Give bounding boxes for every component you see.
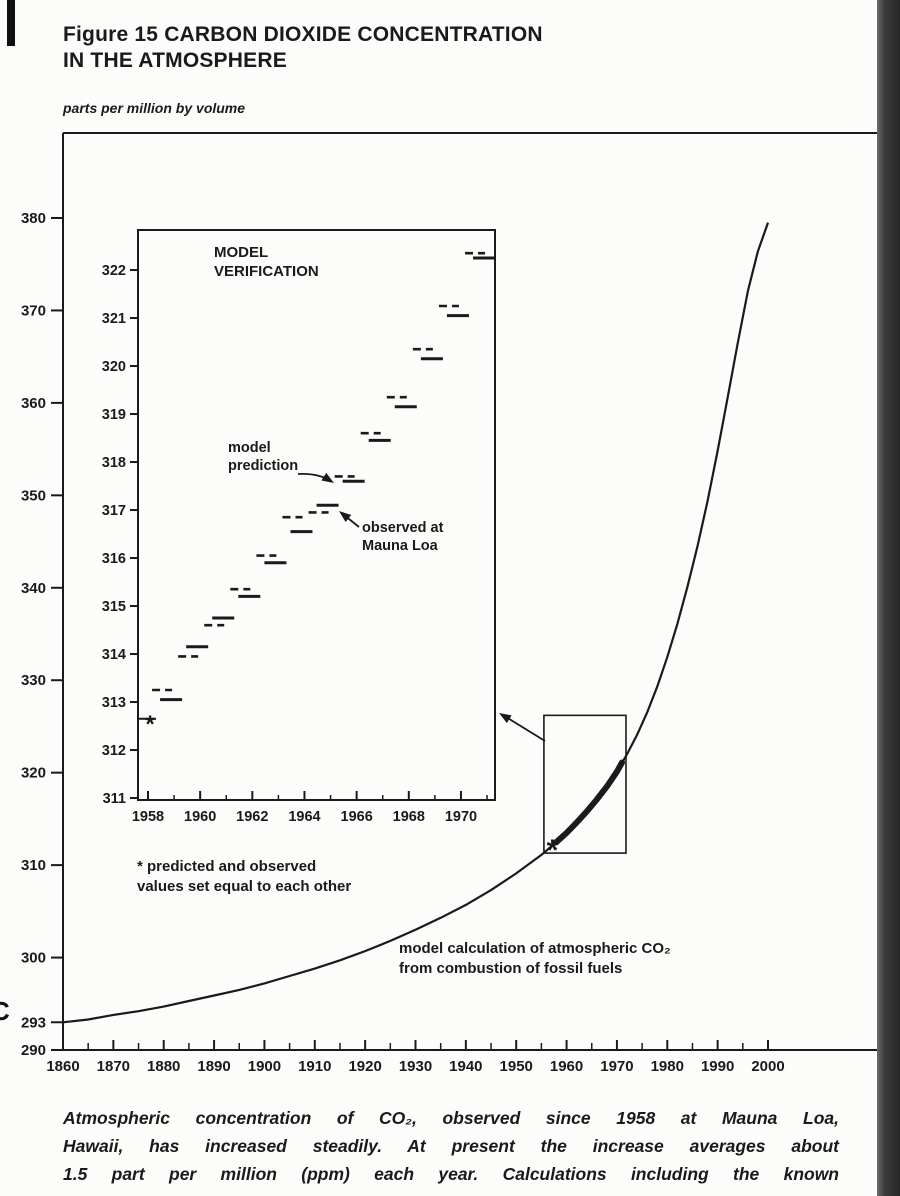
main-y-tick-label: 320 [21,765,46,782]
zoom-arrow-head [499,713,512,724]
inset-x-tick-label: 1962 [236,809,268,825]
main-y-tick-label: 293 [21,1014,46,1031]
inset-x-tick-label: 1964 [288,809,320,825]
main-x-tick-label: 1930 [399,1058,432,1075]
main-y-tick-label: 380 [21,210,46,227]
zoom-arrow-line [505,716,546,742]
main-y-tick-label: 350 [21,487,46,504]
main-y-tick-label: 300 [21,950,46,967]
main-y-tick-label: 310 [21,857,46,874]
main-x-tick-label: 1920 [348,1058,381,1075]
inset-footnote-line: * predicted and observed [137,858,316,875]
model-prediction-arrow-head [321,472,334,483]
inset-y-tick-label: 312 [102,743,126,759]
main-x-tick-label: 1880 [147,1058,180,1075]
main-equal-asterisk: * [547,834,559,867]
inset-frame [137,229,496,801]
inset-y-tick-label: 311 [103,791,126,807]
inset-footnote-line: values set equal to each other [137,878,351,895]
main-x-tick-label: 1940 [449,1058,482,1075]
model-prediction-label-line: model [228,440,271,456]
main-y-tick-label: 290 [21,1042,46,1059]
inset-title-line: MODEL [214,244,268,261]
inset-x-tick-label: 1966 [341,809,373,825]
main-x-tick-label: 1900 [248,1058,281,1075]
units-label: parts per million by volume [63,100,246,116]
inset-y-tick-label: 321 [102,311,126,327]
main-x-tick-label: 1990 [701,1058,734,1075]
inset-y-tick-label: 318 [102,455,126,471]
inset-x-tick-label: 1970 [445,809,477,825]
inset-x-tick-label: 1958 [132,809,164,825]
observed-label-line: observed at [362,520,444,536]
figure-title-line1: Figure 15 CARBON DIOXIDE CONCENTRATION [63,23,543,46]
inset-x-tick-label: 1968 [393,809,425,825]
inset-y-tick-label: 316 [102,551,126,567]
observed-label-line: Mauna Loa [362,538,439,554]
figure-title: Figure 15 CARBON DIOXIDE CONCENTRATION IN… [63,22,543,74]
main-x-tick-label: 1870 [97,1058,130,1075]
scan-artifact-character: C [0,996,10,1026]
inset-y-tick-label: 322 [102,263,126,279]
caption-line: Hawaii, has increased steadily. At prese… [63,1136,839,1156]
model-prediction-label-line: prediction [228,458,298,474]
main-x-tick-label: 1950 [500,1058,533,1075]
observed-thick-segment [553,759,625,845]
observed-arrow-head [339,511,352,522]
scan-artifact-mark [7,0,15,46]
inset-x-tick-label: 1960 [184,809,216,825]
main-x-tick-label: 1970 [600,1058,633,1075]
main-x-tick-label: 1960 [550,1058,583,1075]
inset-y-tick-label: 319 [102,407,126,423]
main-y-tick-label: 330 [21,672,46,689]
main-y-tick-label: 360 [21,395,46,412]
inset-y-tick-label: 314 [102,647,126,663]
inset-equal-asterisk: * [145,711,155,738]
main-y-tick-label: 340 [21,580,46,597]
caption-line: Atmospheric concentration of CO₂, observ… [63,1108,839,1128]
main-x-tick-label: 1860 [46,1058,79,1075]
main-x-tick-label: 1890 [197,1058,230,1075]
inset-title-line: VERIFICATION [214,263,319,280]
curve-label-line: from combustion of fossil fuels [399,960,622,977]
inset-y-tick-label: 317 [102,503,126,519]
main-x-tick-label: 1980 [651,1058,684,1075]
inset-y-tick-label: 313 [102,695,126,711]
inset-y-tick-label: 315 [102,599,126,615]
scan-edge-band [877,0,900,1196]
figure-title-line2: IN THE ATMOSPHERE [63,49,287,72]
zoom-box [543,714,627,854]
main-x-tick-label: 2000 [751,1058,784,1075]
main-y-tick-label: 370 [21,302,46,319]
inset-y-tick-label: 320 [102,359,126,375]
main-x-tick-label: 1910 [298,1058,331,1075]
figure-caption: Atmospheric concentration of CO₂, observ… [63,1104,839,1188]
curve-label-line: model calculation of atmospheric CO₂ [399,940,671,957]
caption-line: 1.5 part per million (ppm) each year. Ca… [63,1164,839,1184]
